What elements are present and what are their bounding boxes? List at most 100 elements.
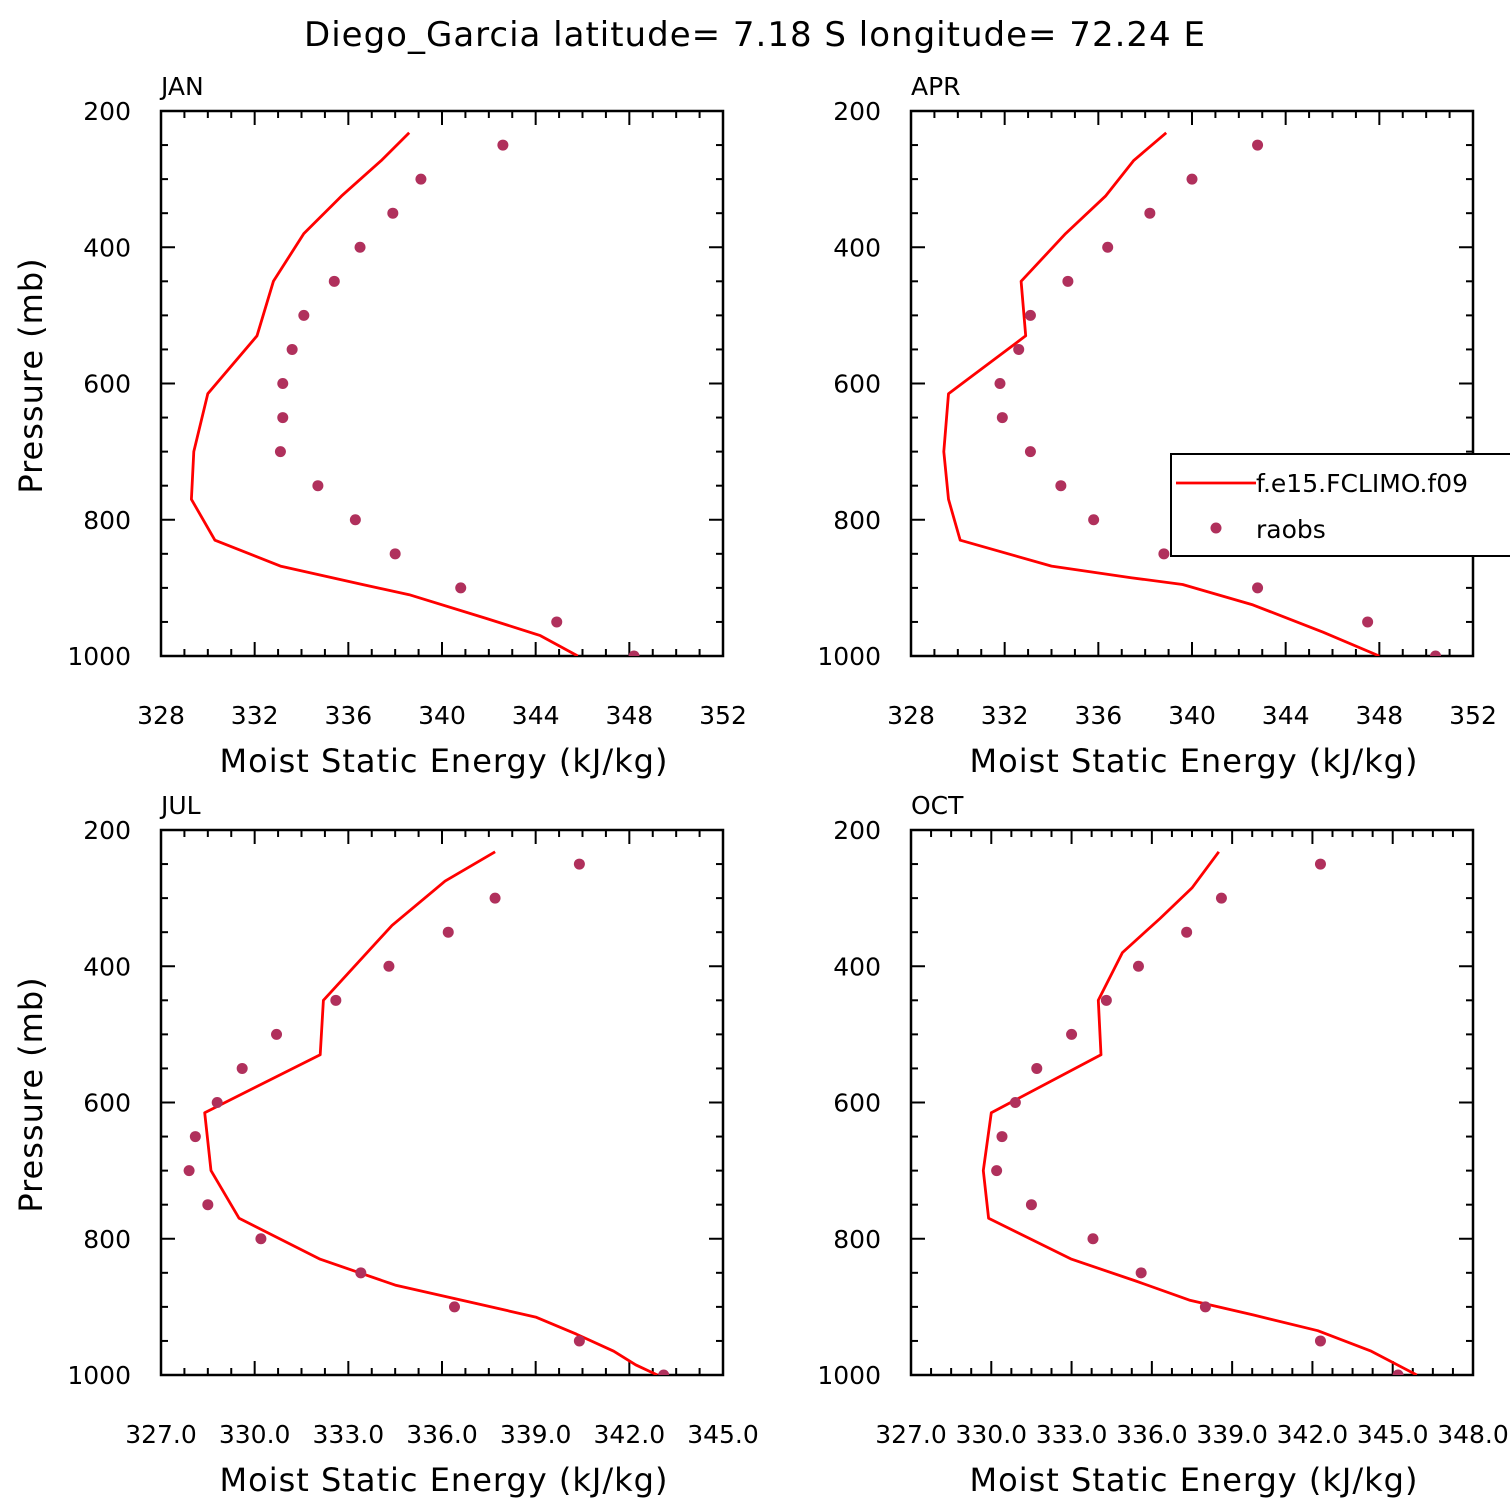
raobs-point [551,616,563,628]
panel-title: OCT [911,791,964,820]
x-tick-label: 330.0 [955,1420,1027,1449]
x-tick-label: 333.0 [313,1420,385,1449]
raobs-point [1144,207,1156,219]
x-tick-label: 344 [1262,701,1310,730]
panel-title: JAN [159,72,204,101]
legend-label-model: f.e15.FCLIMO.f09 [1256,469,1468,498]
x-tick-label: 340 [1168,701,1216,730]
x-tick-label: 336 [1074,701,1122,730]
raobs-point [383,960,395,972]
y-tick-label: 800 [83,506,131,535]
raobs-point [1430,650,1442,656]
x-tick-label: 345.0 [1357,1420,1429,1449]
raobs-point [298,309,310,321]
panel-apr: 200 400 600 800 1000 328 332 336 340 344 348 352 APR… [817,72,1496,780]
y-tick-label: 1000 [817,1361,881,1390]
raobs-point [1013,343,1025,355]
raobs-point [1024,309,1036,321]
x-tick-label: 352 [1449,701,1497,730]
raobs-point [349,514,361,526]
x-tick-label: 327.0 [125,1420,197,1449]
series-line-model [203,850,658,1375]
raobs-point [1062,275,1074,287]
raobs-point [1100,994,1112,1006]
x-tick-label: 340 [418,701,466,730]
series-group [981,850,1418,1375]
x-axis-label: Moist Static Energy (kJ/kg) [220,1461,669,1499]
raobs-point [1181,926,1193,938]
raobs-point [1314,1335,1326,1347]
raobs-point [1186,173,1198,185]
x-tick-label: 336 [324,701,372,730]
y-tick-label: 1000 [67,642,131,671]
legend-label-raobs: raobs [1256,515,1326,544]
raobs-point [211,1097,223,1108]
y-tick-label: 1000 [817,642,881,671]
x-tick-label: 344 [512,701,560,730]
series-group [189,131,640,656]
x-tick-label: 332 [231,701,279,730]
raobs-point [1252,139,1264,151]
y-tick-label: 400 [833,233,881,262]
raobs-point [448,1301,460,1313]
y-tick-label: 400 [833,952,881,981]
x-axis-label: Moist Static Energy (kJ/kg) [220,742,669,780]
legend: f.e15.FCLIMO.f09 raobs [1170,453,1510,557]
raobs-point [1031,1062,1043,1074]
plot-frame [909,828,1475,1377]
y-tick-label: 800 [833,506,881,535]
raobs-point [1066,1028,1078,1040]
raobs-point [1024,446,1036,458]
raobs-point [1132,960,1144,972]
y-tick-label: 200 [833,816,881,845]
series-line-model [981,850,1418,1375]
y-tick-label: 800 [833,1225,881,1254]
x-tick-label: 330.0 [219,1420,291,1449]
y-axis-label: Pressure (mb) [12,976,50,1212]
raobs-point [415,173,427,185]
y-tick-label: 600 [83,1089,131,1118]
raobs-point [1158,548,1170,560]
raobs-point [455,582,467,594]
raobs-point [1135,1267,1147,1279]
legend-box [1170,453,1510,557]
raobs-point [277,412,289,424]
raobs-point [991,1165,1003,1177]
y-tick-label: 800 [83,1225,131,1254]
raobs-point [442,926,454,938]
raobs-point [573,1335,585,1347]
raobs-point [658,1369,670,1375]
raobs-point [1088,514,1100,526]
y-tick-label: 200 [83,97,131,126]
y-tick-label: 200 [833,97,881,126]
x-tick-label: 352 [699,701,747,730]
x-tick-label: 328 [887,701,935,730]
y-tick-label: 600 [83,370,131,399]
series-group [942,131,1442,656]
raobs-point [277,378,289,389]
plot-frame [159,109,725,658]
raobs-point [271,1028,283,1040]
x-tick-label: 336.0 [1116,1420,1188,1449]
raobs-point [489,892,501,904]
x-tick-label: 342.0 [1277,1420,1349,1449]
raobs-point [1392,1369,1404,1375]
raobs-point [328,275,340,287]
raobs-point [236,1062,248,1074]
plot-frame [159,828,725,1377]
raobs-point [1362,616,1374,628]
x-tick-label: 327.0 [875,1420,947,1449]
x-tick-label: 332 [981,701,1029,730]
y-tick-label: 1000 [67,1361,131,1390]
raobs-point [1055,480,1067,492]
x-tick-label: 328 [137,701,185,730]
legend-dot-marker [1210,522,1222,534]
raobs-point [312,480,324,492]
raobs-point [996,412,1008,424]
panel-title: JUL [159,791,201,820]
x-axis-label: Moist Static Energy (kJ/kg) [970,742,1419,780]
raobs-point [994,378,1006,389]
x-axis-label: Moist Static Energy (kJ/kg) [970,1461,1419,1499]
raobs-point [354,241,366,253]
raobs-point [255,1233,267,1245]
